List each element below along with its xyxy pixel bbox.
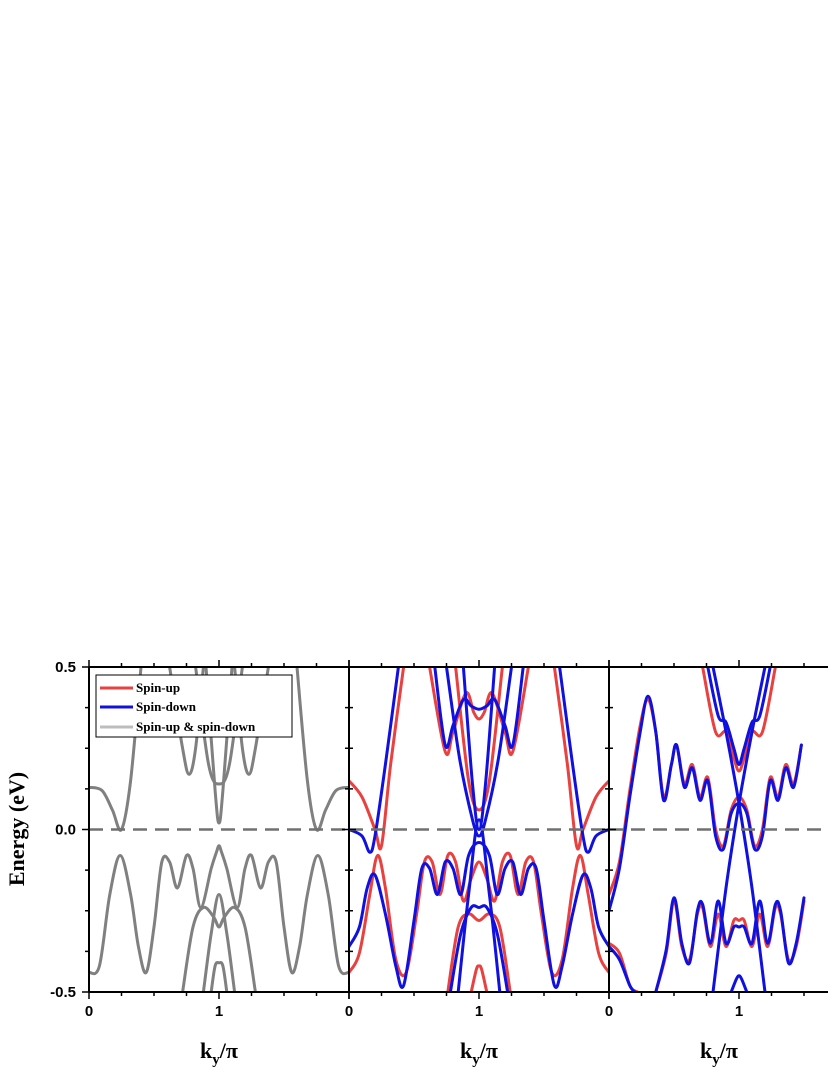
panel-2-band-5 — [349, 851, 609, 978]
legend: Spin-up Spin-down Spin-up & spin-down — [95, 674, 293, 738]
panel-1-band-10 — [209, 961, 229, 992]
panel-3-x-tick-label: 0 — [605, 1003, 613, 1020]
panel-2-band-1 — [349, 667, 406, 851]
legend-label-spin-up: Spin-up — [136, 680, 180, 695]
panel-3-band-1 — [609, 698, 803, 896]
panel-3-x-tick-label: 1 — [735, 1003, 743, 1020]
panel-1-band-6 — [204, 667, 234, 825]
ticks-layer: 0 1 0 1 0 1 -0.5 0.0 0.5 — [50, 659, 805, 1020]
panel-2-band-14 — [448, 904, 510, 992]
panel-1-band-2 — [295, 667, 349, 832]
panel-3-band-2 — [701, 667, 777, 773]
panel-2-band-12 — [461, 667, 497, 831]
panel-2-band-15 — [456, 818, 502, 992]
panel-3-band-9 — [609, 945, 637, 992]
panel-1-band-9 — [201, 893, 237, 992]
legend-label-spin-up-and-down: Spin-up & spin-down — [136, 719, 256, 734]
panel-2-band-10 — [433, 667, 525, 749]
panel-3-band-6 — [706, 667, 772, 766]
legend-label-spin-down: Spin-down — [136, 699, 197, 714]
panel-2-band-4 — [428, 667, 530, 756]
panel-3-band-8 — [711, 667, 767, 992]
panel-1-band-7 — [89, 844, 349, 976]
y-tick-label: 0.0 — [55, 822, 76, 839]
y-tick-label: -0.5 — [50, 984, 76, 1001]
panel-3-band-11 — [729, 974, 749, 992]
panel-3-band-5 — [609, 694, 803, 913]
panel-3-band-10 — [654, 896, 806, 992]
panel-1-band-8 — [181, 905, 257, 992]
panel-2-x-axis-title: ky/π — [460, 1038, 498, 1068]
x-axis-titles: ky/π ky/π ky/π — [200, 1038, 738, 1068]
y-axis-title: Energy (eV) — [4, 772, 29, 886]
panel-2-band-13 — [349, 841, 609, 989]
panel-2-band-6 — [446, 912, 512, 992]
panel-2-band-9 — [558, 667, 609, 854]
series-layer — [89, 667, 806, 992]
panel-2-band-8 — [349, 667, 400, 854]
panel-2-band-7 — [469, 964, 489, 992]
panel-1-x-tick-label: 0 — [85, 1003, 93, 1020]
panel-2-band-3 — [454, 667, 504, 812]
panel-2-x-tick-label: 1 — [475, 1003, 483, 1020]
panel-3-x-axis-title: ky/π — [700, 1038, 738, 1068]
y-tick-label: 0.5 — [55, 659, 76, 676]
panel-1-x-axis-title: ky/π — [200, 1038, 238, 1068]
panel-2-series — [349, 667, 609, 992]
panel-2-band-11 — [445, 667, 513, 838]
panel-2-band-2 — [552, 667, 609, 851]
panel-3-series — [609, 667, 806, 992]
panel-1-x-tick-label: 1 — [215, 1003, 223, 1020]
panel-2-x-tick-label: 0 — [345, 1003, 353, 1020]
